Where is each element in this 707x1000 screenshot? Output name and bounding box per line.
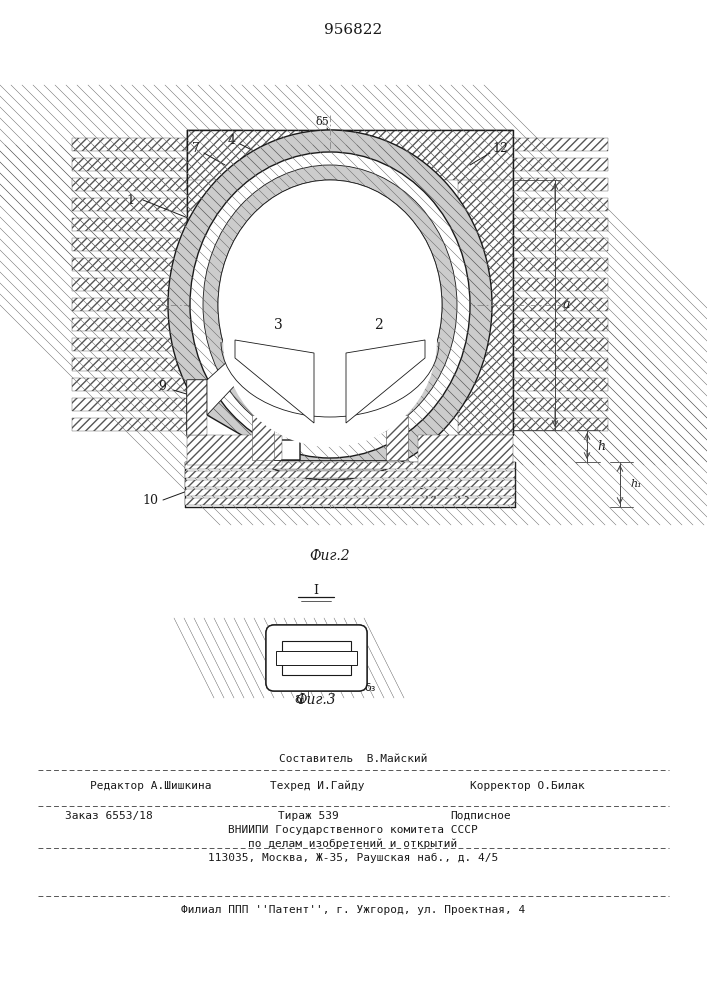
Bar bbox=[187, 435, 282, 465]
Bar bbox=[314, 358, 346, 423]
Text: 956822: 956822 bbox=[324, 23, 382, 37]
Text: 4: 4 bbox=[228, 133, 236, 146]
Text: Заказ 6553/18: Заказ 6553/18 bbox=[65, 811, 153, 821]
Bar bbox=[490, 258, 608, 271]
Bar bbox=[72, 298, 187, 311]
Bar bbox=[490, 178, 608, 191]
Bar bbox=[490, 358, 608, 371]
Bar bbox=[490, 338, 608, 351]
Text: 11: 11 bbox=[323, 406, 339, 420]
Bar bbox=[72, 338, 187, 351]
Bar bbox=[72, 238, 187, 251]
Ellipse shape bbox=[168, 130, 492, 480]
Bar bbox=[72, 358, 187, 371]
Text: 1: 1 bbox=[126, 194, 134, 207]
Bar bbox=[185, 498, 515, 505]
Bar bbox=[490, 318, 608, 331]
Bar bbox=[282, 641, 351, 675]
Bar bbox=[72, 378, 187, 391]
Text: 8: 8 bbox=[258, 406, 266, 420]
Text: 113035, Москва, Ж-35, Раушская наб., д. 4/5: 113035, Москва, Ж-35, Раушская наб., д. … bbox=[208, 853, 498, 863]
Bar bbox=[187, 380, 207, 435]
Ellipse shape bbox=[203, 165, 457, 445]
Text: δ₃: δ₃ bbox=[364, 683, 375, 693]
Text: 14: 14 bbox=[422, 491, 438, 504]
Bar bbox=[418, 435, 513, 465]
Text: Фиг.3: Фиг.3 bbox=[296, 693, 337, 707]
Text: I: I bbox=[313, 584, 318, 596]
Text: 13: 13 bbox=[454, 491, 470, 504]
Text: Филиал ППП ''Патент'', г. Ужгород, ул. Проектная, 4: Филиал ППП ''Патент'', г. Ужгород, ул. П… bbox=[181, 905, 525, 915]
Polygon shape bbox=[346, 340, 425, 423]
Bar bbox=[490, 378, 608, 391]
Bar bbox=[252, 415, 274, 460]
Text: по делам изобретений и открытий: по делам изобретений и открытий bbox=[248, 839, 457, 849]
Bar bbox=[72, 398, 187, 411]
Polygon shape bbox=[187, 380, 300, 460]
Bar bbox=[185, 471, 515, 478]
Bar bbox=[490, 238, 608, 251]
Bar bbox=[72, 138, 187, 151]
Text: 9: 9 bbox=[158, 380, 166, 393]
Bar bbox=[72, 318, 187, 331]
Bar bbox=[276, 651, 357, 665]
Bar bbox=[72, 178, 187, 191]
Text: δ₁: δ₁ bbox=[295, 695, 306, 705]
Bar bbox=[187, 130, 242, 435]
Bar bbox=[490, 138, 608, 151]
Ellipse shape bbox=[218, 180, 442, 430]
Polygon shape bbox=[235, 340, 314, 423]
Bar bbox=[72, 418, 187, 431]
Text: 2: 2 bbox=[373, 318, 382, 332]
Bar bbox=[72, 158, 187, 171]
Text: Подписное: Подписное bbox=[450, 811, 510, 821]
Text: 10: 10 bbox=[142, 493, 158, 506]
Text: Техред И.Гайду: Техред И.Гайду bbox=[270, 781, 365, 791]
Bar bbox=[490, 298, 608, 311]
Bar bbox=[458, 130, 513, 435]
Text: 7: 7 bbox=[192, 141, 200, 154]
Text: Составитель  В.Майский: Составитель В.Майский bbox=[279, 754, 427, 764]
Bar bbox=[490, 278, 608, 291]
Bar bbox=[490, 158, 608, 171]
Bar bbox=[386, 415, 408, 460]
Text: a: a bbox=[563, 298, 571, 312]
Ellipse shape bbox=[218, 180, 442, 430]
Bar bbox=[72, 258, 187, 271]
Bar bbox=[72, 218, 187, 231]
Wedge shape bbox=[223, 340, 437, 447]
Bar bbox=[490, 418, 608, 431]
Text: Редактор А.Шишкина: Редактор А.Шишкина bbox=[90, 781, 211, 791]
Bar bbox=[187, 130, 513, 180]
Bar bbox=[72, 198, 187, 211]
FancyBboxPatch shape bbox=[266, 625, 367, 691]
Text: h: h bbox=[597, 440, 605, 452]
Text: ВНИИПИ Государственного комитета СССР: ВНИИПИ Государственного комитета СССР bbox=[228, 825, 478, 835]
Text: Корректор О.Билак: Корректор О.Билак bbox=[470, 781, 585, 791]
Text: Тираж 539: Тираж 539 bbox=[278, 811, 339, 821]
FancyBboxPatch shape bbox=[266, 625, 367, 691]
Text: Фиг.2: Фиг.2 bbox=[310, 549, 350, 563]
Bar bbox=[490, 398, 608, 411]
Bar bbox=[72, 278, 187, 291]
Bar bbox=[185, 480, 515, 487]
Polygon shape bbox=[207, 350, 240, 415]
Bar bbox=[490, 218, 608, 231]
Bar bbox=[235, 340, 425, 358]
Text: 12: 12 bbox=[492, 141, 508, 154]
Ellipse shape bbox=[190, 152, 470, 458]
Bar bbox=[490, 198, 608, 211]
Bar bbox=[185, 489, 515, 496]
Text: h₁: h₁ bbox=[630, 479, 642, 489]
Text: 3: 3 bbox=[274, 318, 282, 332]
Text: δ5: δ5 bbox=[315, 117, 329, 127]
Bar bbox=[185, 462, 515, 469]
